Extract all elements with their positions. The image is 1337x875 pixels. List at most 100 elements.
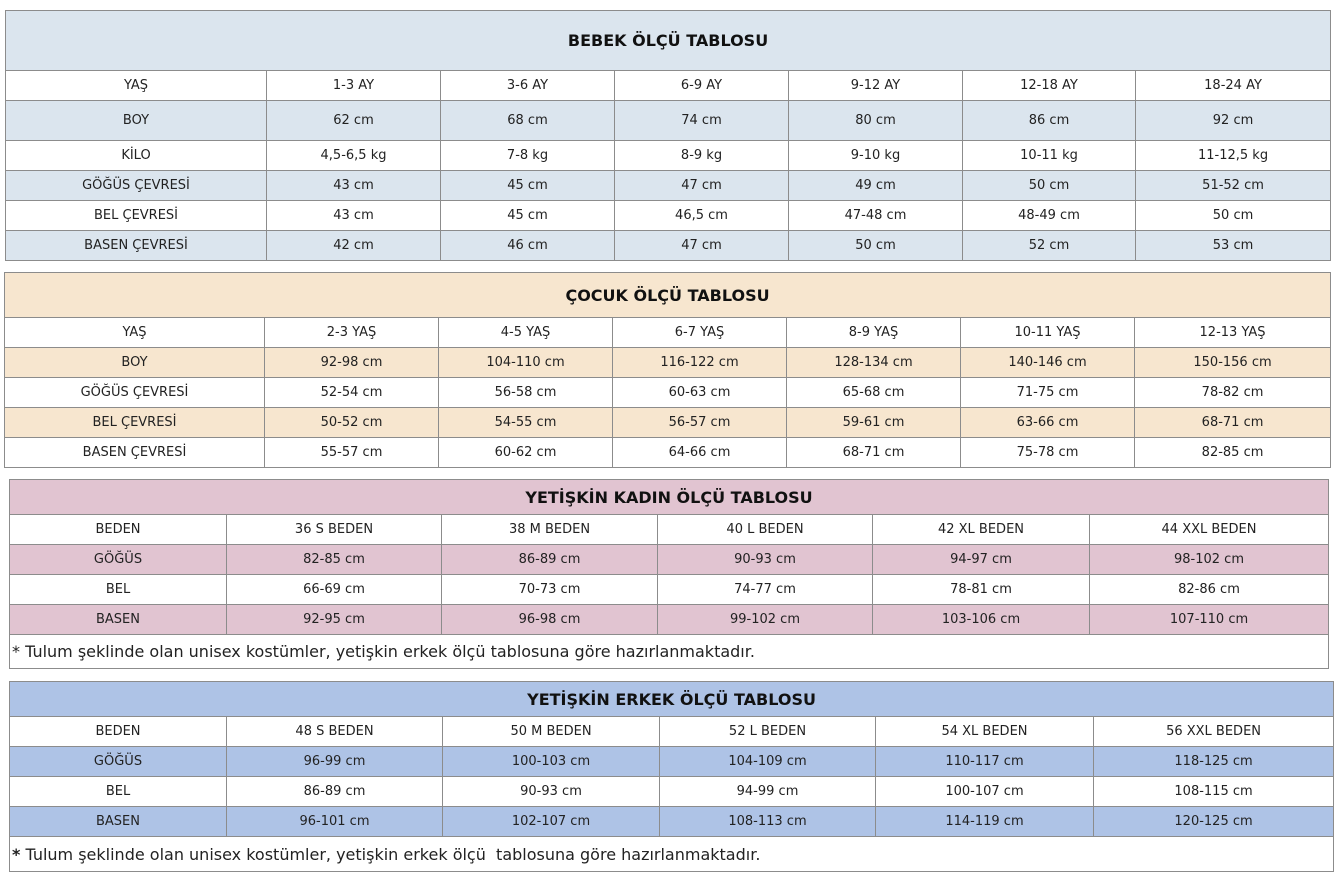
data-row: BOY 62 cm 68 cm 74 cm 80 cm 86 cm 92 cm (5, 100, 1332, 141)
note: * Tulum şeklinde olan unisex kostümler, … (8, 634, 1330, 669)
cell: 47 cm (614, 170, 789, 201)
row-header: BOY (5, 100, 267, 141)
size-table: ÇOCUK ÖLÇÜ TABLOSU YAŞ 2-3 YAŞ 4-5 YAŞ 6-7 Y… (3, 272, 1332, 468)
row-header: GÖĞÜS ÇEVRESİ (5, 170, 267, 201)
row-header: BOY (4, 347, 265, 378)
cell: 56 XXL BEDEN (1092, 716, 1335, 747)
cell: 68-71 cm (786, 437, 961, 468)
cell: 120-125 cm (1092, 806, 1335, 837)
cell: 10-11 kg (962, 140, 1136, 171)
row-header: BASEN ÇEVRESİ (5, 230, 267, 261)
data-row: BEDEN 36 S BEDEN 38 M BEDEN 40 L BEDEN 42 XL… (9, 514, 1330, 545)
cell: 74-77 cm (657, 574, 873, 605)
cell: 100-107 cm (875, 776, 1094, 807)
cell: 6-9 AY (614, 70, 789, 101)
data-row: YAŞ 2-3 YAŞ 4-5 YAŞ 6-7 YAŞ 8-9 YAŞ 10-11 YAŞ… (4, 317, 1332, 348)
cell: 55-57 cm (264, 437, 439, 468)
cell: 50-52 cm (264, 407, 439, 438)
cell: 64-66 cm (612, 437, 787, 468)
cell: 47-48 cm (788, 200, 963, 231)
cell: 92-95 cm (226, 604, 442, 635)
cell: 44 XXL BEDEN (1088, 514, 1330, 545)
cell: 40 L BEDEN (657, 514, 873, 545)
row-header: BEDEN (9, 716, 227, 747)
size-table: YETİŞKİN ERKEK ÖLÇÜ TABLOSU BEDEN 48 S BED… (8, 681, 1335, 872)
cell: 92-98 cm (264, 347, 439, 378)
cell: 94-97 cm (872, 544, 1090, 575)
row-header: BEDEN (9, 514, 227, 545)
note-text: Tulum şeklinde olan unisex kostümler, ye… (25, 844, 761, 864)
data-row: BASEN ÇEVRESİ 42 cm 46 cm 47 cm 50 cm 52 cm 53… (5, 230, 1332, 261)
title-row: BEBEK ÖLÇÜ TABLOSU (4, 10, 1332, 71)
cell: 51-52 cm (1134, 170, 1332, 201)
cell: 36 S BEDEN (226, 514, 442, 545)
cell: 50 cm (1134, 200, 1332, 231)
cell: 96-101 cm (226, 806, 443, 837)
cell: 56-57 cm (612, 407, 787, 438)
table-title: ÇOCUK ÖLÇÜ TABLOSU (3, 272, 1332, 318)
cell: 78-81 cm (872, 574, 1090, 605)
cell: 102-107 cm (442, 806, 660, 837)
cell: 42 XL BEDEN (872, 514, 1090, 545)
cell: 103-106 cm (872, 604, 1090, 635)
cell: 46,5 cm (614, 200, 789, 231)
cell: 118-125 cm (1092, 746, 1335, 777)
data-row: BOY 92-98 cm 104-110 cm 116-122 cm 128-134 c… (4, 347, 1332, 378)
cell: 50 M BEDEN (442, 716, 660, 747)
cell: 3-6 AY (440, 70, 615, 101)
data-row: BASEN 92-95 cm 96-98 cm 99-102 cm 103-106 cm… (9, 604, 1330, 635)
cell: 45 cm (440, 170, 615, 201)
note-row: * Tulum şeklinde olan unisex kostümler, … (8, 836, 1335, 872)
table-title: YETİŞKİN KADIN ÖLÇÜ TABLOSU (8, 479, 1330, 515)
cell: 75-78 cm (960, 437, 1135, 468)
title-row: YETİŞKİN ERKEK ÖLÇÜ TABLOSU (8, 681, 1335, 717)
title-row: ÇOCUK ÖLÇÜ TABLOSU (3, 272, 1332, 318)
cell: 43 cm (266, 170, 441, 201)
cell: 12-13 YAŞ (1133, 317, 1332, 348)
cell: 46 cm (440, 230, 615, 261)
data-row: BEL 66-69 cm 70-73 cm 74-77 cm 78-81 cm 82-86… (9, 574, 1330, 605)
cell: 8-9 YAŞ (786, 317, 961, 348)
row-header: KİLO (5, 140, 267, 171)
cell: 52-54 cm (264, 377, 439, 408)
row-header: BASEN ÇEVRESİ (4, 437, 265, 468)
data-row: YAŞ 1-3 AY 3-6 AY 6-9 AY 9-12 AY 12-18 AY 18-2… (5, 70, 1332, 101)
cell: 8-9 kg (614, 140, 789, 171)
cell: 65-68 cm (786, 377, 961, 408)
cell: 7-8 kg (440, 140, 615, 171)
cell: 11-12,5 kg (1134, 140, 1332, 171)
row-header: GÖĞÜS (9, 544, 227, 575)
data-row: GÖĞÜS ÇEVRESİ 43 cm 45 cm 47 cm 49 cm 50 cm 51… (5, 170, 1332, 201)
cell: 2-3 YAŞ (264, 317, 439, 348)
cell: 104-109 cm (659, 746, 876, 777)
row-header: YAŞ (4, 317, 265, 348)
cell: 96-98 cm (441, 604, 658, 635)
cell: 90-93 cm (442, 776, 660, 807)
cell: 54 XL BEDEN (875, 716, 1094, 747)
cell: 94-99 cm (659, 776, 876, 807)
data-row: GÖĞÜS 82-85 cm 86-89 cm 90-93 cm 94-97 cm 98-… (9, 544, 1330, 575)
cell: 6-7 YAŞ (612, 317, 787, 348)
cell: 50 cm (962, 170, 1136, 201)
cell: 45 cm (440, 200, 615, 231)
cell: 108-113 cm (659, 806, 876, 837)
cell: 68-71 cm (1133, 407, 1332, 438)
cell: 38 M BEDEN (441, 514, 658, 545)
cell: 150-156 cm (1133, 347, 1332, 378)
cell: 92 cm (1134, 100, 1332, 141)
cell: 42 cm (266, 230, 441, 261)
table-title: BEBEK ÖLÇÜ TABLOSU (4, 10, 1332, 71)
row-header: YAŞ (5, 70, 267, 101)
data-row: KİLO 4,5-6,5 kg 7-8 kg 8-9 kg 9-10 kg 10-11 k… (5, 140, 1332, 171)
cell: 4,5-6,5 kg (266, 140, 441, 171)
row-header: BEL (9, 776, 227, 807)
row-header: BASEN (9, 806, 227, 837)
cell: 107-110 cm (1088, 604, 1330, 635)
cell: 9-10 kg (788, 140, 963, 171)
note: * Tulum şeklinde olan unisex kostümler, … (8, 836, 1335, 872)
cell: 82-85 cm (226, 544, 442, 575)
cell: 50 cm (788, 230, 963, 261)
note-text: Tulum şeklinde olan unisex kostümler, ye… (25, 642, 755, 661)
data-row: BEL 86-89 cm 90-93 cm 94-99 cm 100-107 cm 108… (9, 776, 1335, 807)
